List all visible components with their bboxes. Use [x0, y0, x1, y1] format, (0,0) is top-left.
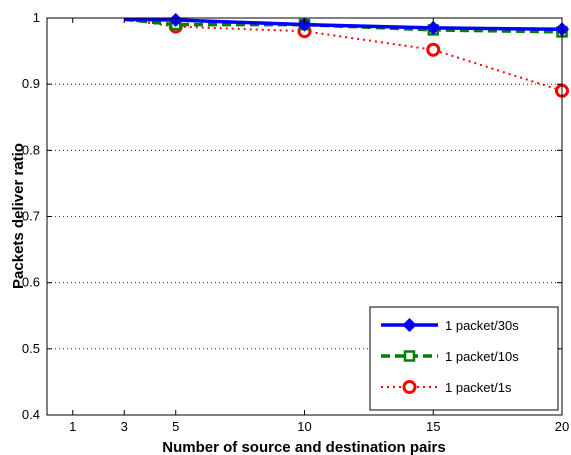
x-tick-label: 15 — [426, 419, 440, 434]
y-tick-label: 0.8 — [22, 142, 40, 157]
legend-marker — [402, 317, 417, 333]
series-0 — [124, 12, 570, 37]
legend-marker — [403, 350, 416, 362]
legend-label: 1 packet/30s — [445, 318, 519, 333]
legend-marker — [402, 380, 417, 394]
axis-ticks: 0.4 0.5 0.6 0.7 0.8 0.9 1 1 3 5 10 15 20 — [22, 10, 569, 434]
legend-label: 1 packet/1s — [445, 380, 512, 395]
legend-label: 1 packet/10s — [445, 349, 519, 364]
y-tick-label: 0.5 — [22, 341, 40, 356]
y-tick-label: 0.9 — [22, 76, 40, 91]
x-tick-label: 1 — [69, 419, 76, 434]
y-axis-title: Packets deliver ratio — [10, 143, 27, 289]
x-tick-label: 3 — [121, 419, 128, 434]
data-point — [297, 17, 312, 32]
x-tick-label: 20 — [555, 419, 569, 434]
x-tick-label: 5 — [172, 419, 179, 434]
data-point — [426, 20, 441, 35]
y-tick-label: 1 — [33, 10, 40, 25]
legend: 1 packet/30s 1 packet/10s 1 packet/1s — [369, 306, 559, 411]
y-tick-label: 0.6 — [22, 275, 40, 290]
y-tick-label: 0.7 — [22, 209, 40, 224]
y-tick-label: 0.4 — [22, 407, 40, 422]
data-point — [426, 42, 441, 57]
series-line — [124, 17, 563, 34]
x-tick-label: 10 — [297, 419, 311, 434]
x-axis-title: Number of source and destination pairs — [162, 439, 445, 455]
